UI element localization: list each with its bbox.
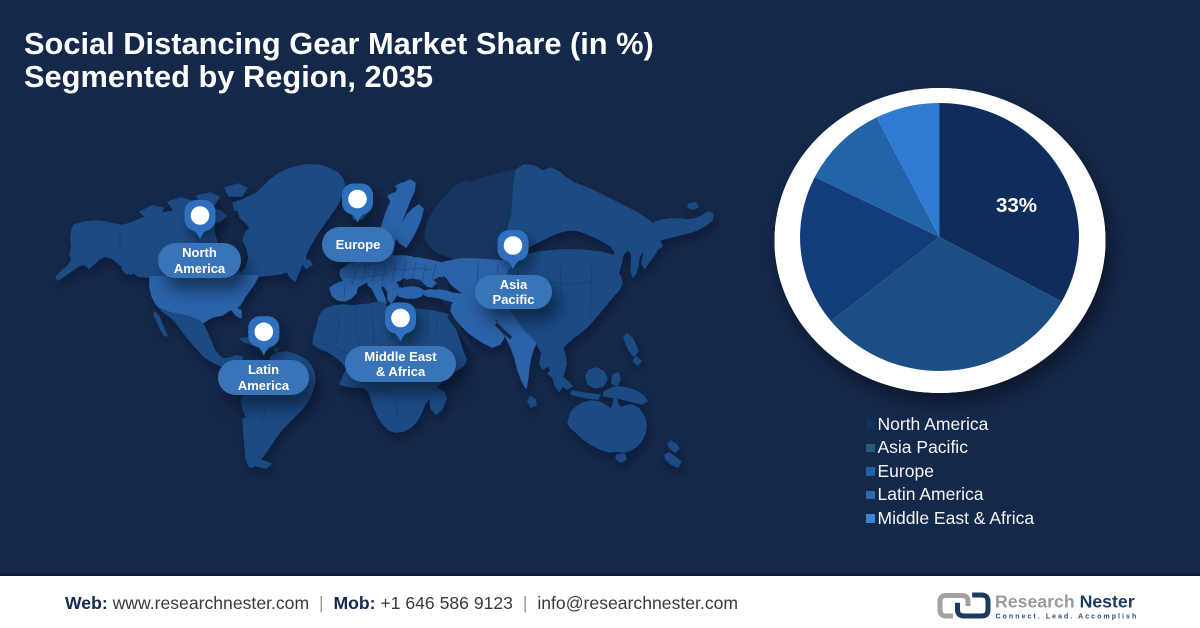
svg-text:Connect. Lead. Accomplish: Connect. Lead. Accomplish [996,614,1139,621]
svg-text:Research Nester: Research Nester [995,591,1135,611]
